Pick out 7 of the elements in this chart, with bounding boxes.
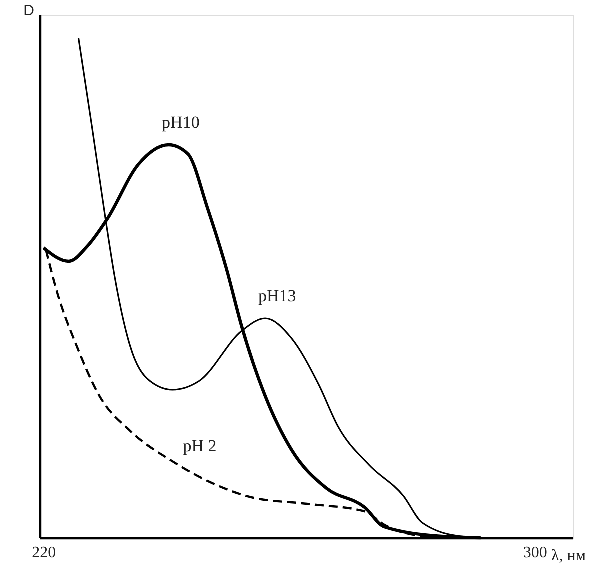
x-tick-label: 300 [523, 544, 548, 562]
series-label: pH13 [258, 286, 296, 306]
x-axis-title: λ, нм [552, 548, 586, 563]
series-label: pH10 [162, 113, 200, 132]
x-tick-label: 220 [32, 544, 56, 562]
y-axis-title: D [24, 2, 35, 20]
series-label: pH 2 [183, 436, 217, 456]
